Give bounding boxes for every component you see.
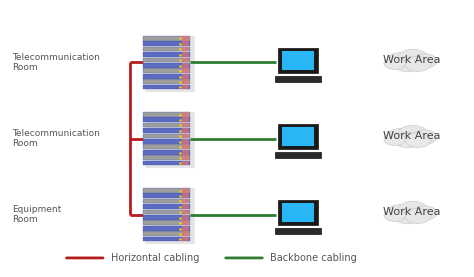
FancyBboxPatch shape [182, 123, 189, 127]
FancyBboxPatch shape [278, 124, 318, 148]
FancyBboxPatch shape [182, 63, 189, 68]
Circle shape [384, 209, 406, 222]
FancyBboxPatch shape [182, 199, 189, 203]
FancyBboxPatch shape [143, 193, 190, 198]
FancyBboxPatch shape [182, 52, 189, 57]
Circle shape [384, 133, 406, 145]
FancyBboxPatch shape [143, 58, 190, 62]
FancyBboxPatch shape [143, 74, 190, 78]
FancyBboxPatch shape [143, 47, 190, 51]
Circle shape [412, 54, 437, 68]
Circle shape [387, 53, 414, 68]
FancyBboxPatch shape [143, 226, 190, 230]
Circle shape [387, 129, 414, 144]
FancyBboxPatch shape [143, 199, 190, 203]
Text: Telecommunication
Room: Telecommunication Room [12, 129, 100, 148]
FancyBboxPatch shape [145, 112, 195, 168]
FancyBboxPatch shape [182, 117, 189, 122]
FancyBboxPatch shape [143, 79, 190, 84]
FancyBboxPatch shape [143, 68, 190, 73]
FancyBboxPatch shape [182, 68, 189, 73]
FancyBboxPatch shape [182, 139, 189, 144]
FancyBboxPatch shape [182, 204, 189, 209]
FancyBboxPatch shape [182, 47, 189, 51]
Text: Horizontal cabling: Horizontal cabling [110, 253, 199, 263]
Circle shape [412, 130, 437, 144]
FancyBboxPatch shape [143, 237, 190, 241]
Circle shape [412, 206, 437, 220]
FancyBboxPatch shape [182, 237, 189, 241]
FancyBboxPatch shape [143, 134, 190, 138]
FancyBboxPatch shape [143, 155, 190, 160]
FancyBboxPatch shape [182, 74, 189, 78]
FancyBboxPatch shape [143, 123, 190, 127]
Circle shape [405, 209, 431, 224]
FancyBboxPatch shape [182, 85, 189, 89]
FancyBboxPatch shape [182, 41, 189, 46]
FancyBboxPatch shape [182, 231, 189, 236]
Circle shape [398, 49, 428, 67]
FancyBboxPatch shape [143, 117, 190, 122]
Text: Backbone cabling: Backbone cabling [270, 253, 356, 263]
FancyBboxPatch shape [143, 128, 190, 133]
FancyBboxPatch shape [275, 152, 320, 158]
FancyBboxPatch shape [182, 145, 189, 149]
FancyBboxPatch shape [143, 231, 190, 236]
FancyBboxPatch shape [143, 161, 190, 165]
Circle shape [398, 201, 428, 219]
FancyBboxPatch shape [143, 204, 190, 209]
FancyBboxPatch shape [143, 63, 190, 68]
Circle shape [394, 208, 421, 224]
FancyBboxPatch shape [143, 145, 190, 149]
FancyBboxPatch shape [282, 127, 314, 146]
FancyBboxPatch shape [182, 155, 189, 160]
FancyBboxPatch shape [278, 48, 318, 73]
FancyBboxPatch shape [182, 112, 189, 117]
Circle shape [405, 132, 431, 147]
FancyBboxPatch shape [182, 226, 189, 230]
FancyBboxPatch shape [275, 228, 320, 234]
FancyBboxPatch shape [143, 188, 190, 193]
FancyBboxPatch shape [145, 188, 195, 244]
FancyBboxPatch shape [182, 128, 189, 133]
Circle shape [405, 57, 431, 71]
Circle shape [398, 125, 428, 143]
Circle shape [394, 132, 421, 148]
FancyBboxPatch shape [182, 193, 189, 198]
FancyBboxPatch shape [182, 36, 189, 40]
Text: Telecommunication
Room: Telecommunication Room [12, 53, 100, 72]
FancyBboxPatch shape [182, 215, 189, 220]
FancyBboxPatch shape [182, 161, 189, 165]
FancyBboxPatch shape [143, 139, 190, 144]
FancyBboxPatch shape [182, 210, 189, 214]
FancyBboxPatch shape [143, 52, 190, 57]
FancyBboxPatch shape [182, 188, 189, 193]
FancyBboxPatch shape [182, 150, 189, 155]
Circle shape [384, 57, 406, 70]
Circle shape [394, 56, 421, 72]
FancyBboxPatch shape [143, 210, 190, 214]
FancyBboxPatch shape [182, 79, 189, 84]
Text: Equipment
Room: Equipment Room [12, 205, 62, 224]
FancyBboxPatch shape [282, 51, 314, 70]
Text: Work Area: Work Area [383, 55, 440, 65]
FancyBboxPatch shape [143, 112, 190, 117]
FancyBboxPatch shape [282, 203, 314, 222]
FancyBboxPatch shape [143, 220, 190, 225]
FancyBboxPatch shape [145, 36, 195, 92]
Circle shape [387, 204, 414, 220]
FancyBboxPatch shape [275, 76, 320, 82]
FancyBboxPatch shape [143, 41, 190, 46]
FancyBboxPatch shape [182, 220, 189, 225]
FancyBboxPatch shape [182, 58, 189, 62]
FancyBboxPatch shape [143, 150, 190, 155]
FancyBboxPatch shape [278, 200, 318, 225]
Text: Work Area: Work Area [383, 131, 440, 141]
FancyBboxPatch shape [143, 85, 190, 89]
FancyBboxPatch shape [143, 36, 190, 40]
FancyBboxPatch shape [143, 215, 190, 220]
Text: Work Area: Work Area [383, 207, 440, 217]
FancyBboxPatch shape [182, 134, 189, 138]
